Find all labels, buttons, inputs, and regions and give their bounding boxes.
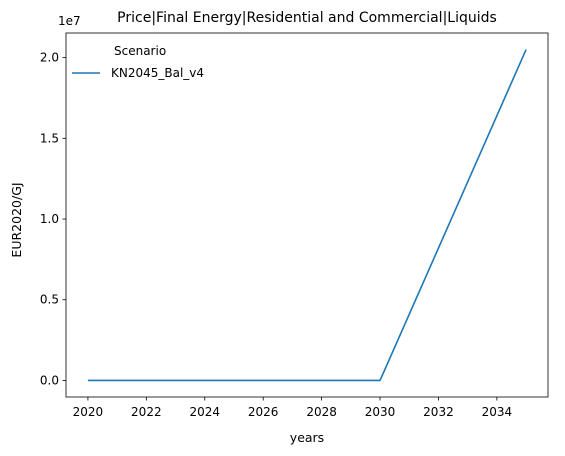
x-tick-label: 2032 xyxy=(423,405,454,419)
x-axis-label: years xyxy=(290,430,324,445)
x-tick-label: 2020 xyxy=(73,405,104,419)
x-tick-label: 2022 xyxy=(131,405,162,419)
x-tick-label: 2024 xyxy=(189,405,220,419)
y-tick-label: 1.5 xyxy=(40,131,59,145)
y-tick-label: 0.5 xyxy=(40,293,59,307)
y-tick-label: 1.0 xyxy=(40,212,59,226)
y-axis-label: EUR2020/GJ xyxy=(9,182,24,257)
x-axis: 2020 2022 2024 2026 2028 2030 2032 2034 xyxy=(73,397,513,419)
y-scale-note: 1e7 xyxy=(58,14,81,28)
y-axis: 0.0 0.5 1.0 1.5 2.0 xyxy=(40,51,66,387)
legend-title: Scenario xyxy=(114,44,166,58)
legend: Scenario KN2045_Bal_v4 xyxy=(72,44,204,80)
y-tick-label: 2.0 xyxy=(40,51,59,65)
plot-area xyxy=(65,32,549,398)
plot-frame xyxy=(65,32,549,398)
chart-title: Price|Final Energy|Residential and Comme… xyxy=(117,10,497,26)
x-tick-label: 2026 xyxy=(248,405,279,419)
series-layer xyxy=(87,49,527,382)
x-tick-label: 2028 xyxy=(306,405,337,419)
y-tick-label: 0.0 xyxy=(40,373,59,387)
series-line-KN2045_Bal_v4 xyxy=(87,49,527,382)
x-tick-label: 2034 xyxy=(482,405,513,419)
legend-entry-label: KN2045_Bal_v4 xyxy=(111,66,204,80)
x-tick-label: 2030 xyxy=(365,405,396,419)
